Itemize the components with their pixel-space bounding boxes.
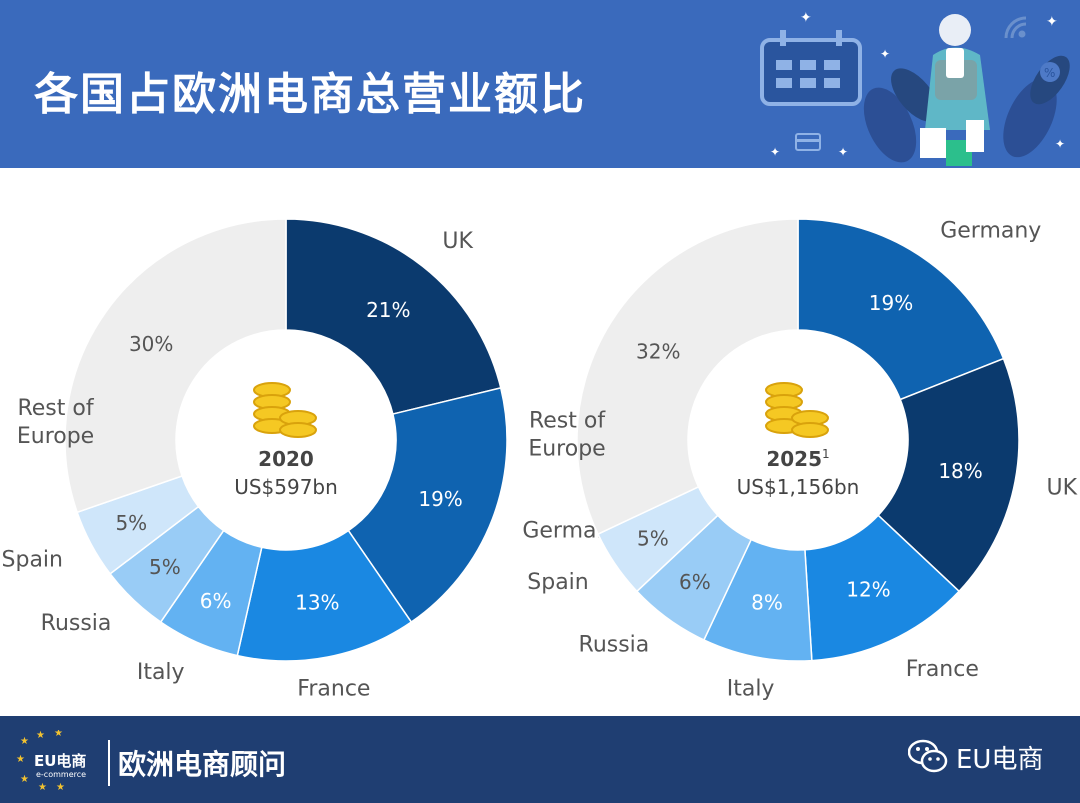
- svg-text:%: %: [1044, 66, 1055, 80]
- slice-percent-label: 12%: [846, 578, 890, 602]
- page-title: 各国占欧洲电商总营业额比: [34, 69, 586, 120]
- slice-percent-label: 18%: [938, 459, 982, 483]
- shopping-illustration-icon: ✦ ✦ ✦ ✦ ✦ ✦ %: [760, 10, 1070, 166]
- donut-charts: 21% UK 19% Germany 13% France 6% Italy 5% Russia 5…: [2, 218, 1078, 702]
- slice-percent-label: 8%: [751, 591, 783, 615]
- slice-germany: [347, 386, 508, 624]
- shopper-person-icon: [925, 14, 990, 130]
- svg-text:★: ★: [20, 774, 29, 785]
- svg-text:✦: ✦: [1055, 137, 1065, 151]
- logo-divider: [108, 740, 110, 786]
- slice-percent-label: 6%: [200, 589, 232, 613]
- slice-category-label: Spain: [527, 570, 588, 595]
- chart-year-title: 2020: [258, 447, 314, 471]
- svg-text:★: ★: [20, 736, 29, 747]
- slice-percent-label: 5%: [637, 527, 669, 551]
- svg-text:★: ★: [36, 730, 45, 741]
- slice-rest-of-europe: [576, 218, 799, 536]
- footer-bar: ★ ★ ★ ★ ★ ★ ★ EU电商 e-commerce 欧洲电商顾问 EU电商: [0, 716, 1080, 803]
- slice-category-label: France: [297, 676, 370, 701]
- svg-text:★: ★: [16, 754, 25, 765]
- charts-area: 21% UK 19% Germany 13% France 6% Italy 5% Russia 5…: [0, 168, 1080, 716]
- slice-category-label: France: [906, 657, 979, 682]
- slice-category-label: Italy: [727, 677, 775, 702]
- slice-category-label: Spain: [2, 547, 63, 572]
- coins-icon: [253, 382, 317, 438]
- slice-category-label: Russia: [41, 611, 112, 636]
- chart-total-value: US$597bn: [234, 475, 338, 499]
- slice-uk: [285, 218, 502, 415]
- slice-category-label: Germany: [940, 219, 1041, 244]
- slice-category-label: UK: [442, 229, 473, 254]
- slice-category-label: Rest of Europe: [528, 408, 606, 461]
- coins-icon: [765, 382, 829, 438]
- slice-category-label: UK: [1047, 475, 1078, 500]
- donut-chart-2025: 19% Germany 18% UK 12% France 8% Italy 6% Russia 5…: [527, 218, 1078, 702]
- header-banner: 各国占欧洲电商总营业额比: [0, 0, 1080, 168]
- slice-percent-label: 13%: [295, 591, 339, 615]
- eu-ecommerce-logo: ★ ★ ★ ★ ★ ★ ★ EU电商 e-commerce: [16, 730, 86, 792]
- svg-text:e-commerce: e-commerce: [36, 770, 86, 779]
- brand-name: 欧洲电商顾问: [118, 748, 287, 781]
- slice-percent-label: 19%: [869, 291, 913, 315]
- wechat-icon: [908, 739, 948, 773]
- sparkle-icon: ✦ ✦ ✦ ✦ ✦ ✦: [770, 10, 1065, 159]
- svg-text:EU电商: EU电商: [34, 752, 86, 770]
- slice-category-label: Italy: [137, 660, 185, 685]
- wifi-icon: [1004, 16, 1027, 39]
- svg-text:★: ★: [38, 782, 47, 792]
- slice-percent-label: 6%: [679, 570, 711, 594]
- svg-text:✦: ✦: [770, 145, 780, 159]
- slice-rest-of-europe: [64, 218, 287, 514]
- svg-text:✦: ✦: [800, 10, 812, 26]
- chart-total-value: US$1,156bn: [737, 475, 860, 499]
- slice-uk: [877, 357, 1020, 593]
- calendar-icon: [760, 30, 862, 106]
- slice-category-label: Russia: [579, 633, 650, 658]
- account-name: EU电商: [956, 745, 1044, 775]
- slice-percent-label: 30%: [129, 332, 173, 356]
- slice-percent-label: 32%: [636, 339, 680, 363]
- slice-percent-label: 5%: [149, 555, 181, 579]
- shopping-bags-icon: [920, 120, 984, 166]
- svg-text:✦: ✦: [880, 47, 890, 61]
- slice-percent-label: 5%: [115, 511, 147, 535]
- credit-card-icon: [795, 133, 821, 151]
- svg-text:★: ★: [56, 782, 65, 792]
- slice-germany: [797, 218, 1005, 401]
- svg-text:✦: ✦: [1046, 14, 1058, 30]
- slice-category-label: Rest of Europe: [17, 396, 95, 449]
- percent-badge-icon: %: [1040, 62, 1060, 82]
- svg-text:✦: ✦: [838, 145, 848, 159]
- slice-percent-label: 21%: [366, 298, 410, 322]
- svg-text:★: ★: [54, 730, 63, 739]
- slice-percent-label: 19%: [418, 487, 462, 511]
- chart-year-title: 20251: [766, 447, 829, 471]
